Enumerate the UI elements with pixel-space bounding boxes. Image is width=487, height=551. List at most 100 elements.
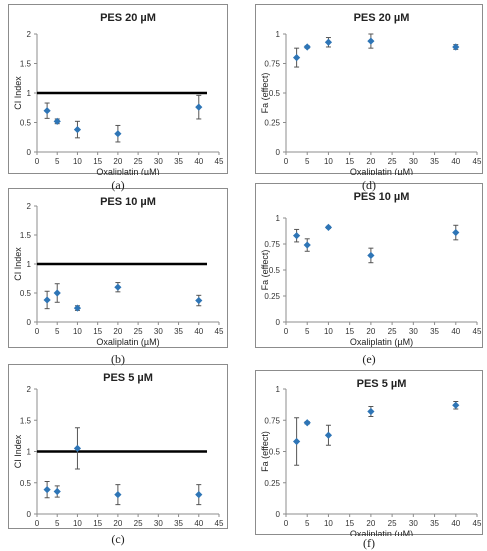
- data-point: [73, 304, 82, 312]
- x-tick-label: 25: [388, 519, 397, 528]
- data-point: [452, 228, 460, 237]
- chart-panel-b: PES 10 µM 0 0.5 1 1.5 2 0 5 10 15 20 25 30 35 40 45 Oxal…: [8, 188, 228, 348]
- data-point: [303, 241, 311, 249]
- x-tick-label: 30: [154, 327, 163, 336]
- panel-caption-d: (d): [362, 178, 376, 192]
- y-tick-label: 0: [276, 318, 281, 327]
- x-axis-label: Oxaliplatin (µM): [96, 167, 159, 175]
- data-point: [452, 43, 460, 51]
- x-tick-label: 20: [113, 327, 122, 336]
- x-tick-label: 35: [174, 327, 183, 336]
- panel-caption-f: (f): [363, 536, 375, 550]
- x-tick-label: 35: [430, 327, 439, 336]
- data-point: [293, 437, 301, 446]
- x-tick-label: 15: [93, 157, 102, 166]
- y-tick-label: 1: [27, 260, 32, 269]
- x-tick-label: 0: [35, 519, 40, 528]
- x-tick-label: 25: [388, 327, 397, 336]
- x-tick-label: 30: [154, 519, 163, 528]
- y-tick-label: 2: [27, 202, 32, 211]
- data-point: [43, 296, 51, 304]
- x-tick-label: 25: [134, 327, 143, 336]
- x-axis-label: Oxaliplatin (µM): [350, 167, 413, 175]
- data-point: [452, 401, 460, 409]
- y-axis-label: CI Index: [13, 247, 23, 281]
- chart-title: PES 20 µM: [100, 12, 156, 24]
- x-tick-label: 40: [194, 519, 203, 528]
- x-tick-label: 10: [73, 157, 82, 166]
- x-tick-label: 5: [55, 519, 60, 528]
- x-tick-label: 30: [154, 157, 163, 166]
- x-tick-label: 40: [451, 519, 460, 528]
- y-tick-label: 0: [276, 148, 281, 157]
- data-point: [73, 444, 82, 452]
- chart-panel-e: PES 10 µM 0 0.25 0.5 0.75 1 0 5 10 15 20 25 30 35 40 45…: [255, 183, 483, 348]
- y-axis-label: Fa (effect): [260, 431, 270, 472]
- data-point: [114, 283, 122, 291]
- x-tick-label: 45: [215, 327, 224, 336]
- chart-panel-f: PES 5 µM 0 0.25 0.5 0.75 1 0 5 10 15 20 25 30 35 40 45 O…: [255, 370, 483, 536]
- y-tick-label: 0.5: [269, 448, 281, 457]
- data-point: [367, 251, 375, 260]
- y-tick-label: 0.5: [269, 266, 281, 275]
- chart-panel-d: PES 20 µM 0 0.25 0.5 0.75 1 0 5 10 15 20 25 30 35 40 45…: [255, 4, 483, 175]
- data-point: [293, 232, 301, 240]
- y-tick-label: 0.25: [264, 292, 280, 301]
- data-point: [303, 419, 311, 427]
- y-tick-label: 0.75: [264, 416, 280, 425]
- x-tick-label: 40: [451, 327, 460, 336]
- x-tick-label: 10: [73, 327, 82, 336]
- x-tick-label: 20: [366, 519, 375, 528]
- x-tick-label: 35: [174, 157, 183, 166]
- y-tick-label: 0.5: [20, 119, 32, 128]
- data-point: [43, 107, 51, 115]
- chart-title: PES 10 µM: [100, 196, 156, 208]
- x-tick-label: 5: [305, 157, 310, 166]
- x-tick-label: 20: [366, 327, 375, 336]
- x-tick-label: 45: [215, 157, 224, 166]
- data-point: [324, 223, 333, 231]
- data-point: [303, 43, 311, 51]
- x-tick-label: 10: [324, 519, 333, 528]
- x-tick-label: 10: [324, 327, 333, 336]
- x-tick-label: 15: [345, 519, 354, 528]
- y-tick-label: 0.75: [264, 240, 280, 249]
- x-tick-label: 25: [134, 157, 143, 166]
- y-tick-label: 0.5: [269, 89, 281, 98]
- x-tick-label: 30: [409, 519, 418, 528]
- x-tick-label: 5: [305, 327, 310, 336]
- chart-svg-c: PES 5 µM00.511.52051015202530354045Oxali…: [13, 372, 224, 530]
- data-point: [367, 37, 375, 45]
- y-axis-label: CI Index: [13, 434, 23, 468]
- x-tick-label: 10: [73, 519, 82, 528]
- data-point: [195, 296, 203, 305]
- x-tick-label: 0: [284, 519, 289, 528]
- chart-title: PES 5 µM: [103, 372, 153, 384]
- data-point: [114, 491, 122, 499]
- y-axis-label: CI Index: [13, 76, 23, 110]
- y-tick-label: 1: [276, 214, 281, 223]
- chart-panel-c: PES 5 µM00.511.52051015202530354045Oxali…: [8, 364, 228, 530]
- y-tick-label: 0: [27, 148, 32, 157]
- x-tick-label: 15: [345, 327, 354, 336]
- chart-panel-a: PES 20 µM 0 0.5 1 1.5 2 0 5 10 15 20 25 30 35 40 45 Oxal…: [8, 4, 228, 175]
- y-tick-label: 1.5: [20, 416, 32, 425]
- y-tick-label: 1: [27, 89, 32, 98]
- y-axis-label: Fa (effect): [260, 73, 270, 114]
- x-axis-label: Oxaliplatin (µM): [96, 337, 159, 347]
- y-tick-label: 1: [27, 448, 32, 457]
- x-tick-label: 25: [134, 519, 143, 528]
- x-axis-label: Oxaliplatin (µM): [350, 337, 413, 347]
- x-tick-label: 25: [388, 157, 397, 166]
- data-point: [114, 130, 122, 138]
- data-point: [324, 431, 333, 439]
- x-tick-label: 0: [35, 327, 40, 336]
- x-tick-label: 15: [93, 327, 102, 336]
- chart-title: PES 10 µM: [354, 191, 410, 203]
- data-point: [53, 117, 61, 125]
- y-tick-label: 0: [27, 318, 32, 327]
- y-tick-label: 2: [27, 385, 32, 394]
